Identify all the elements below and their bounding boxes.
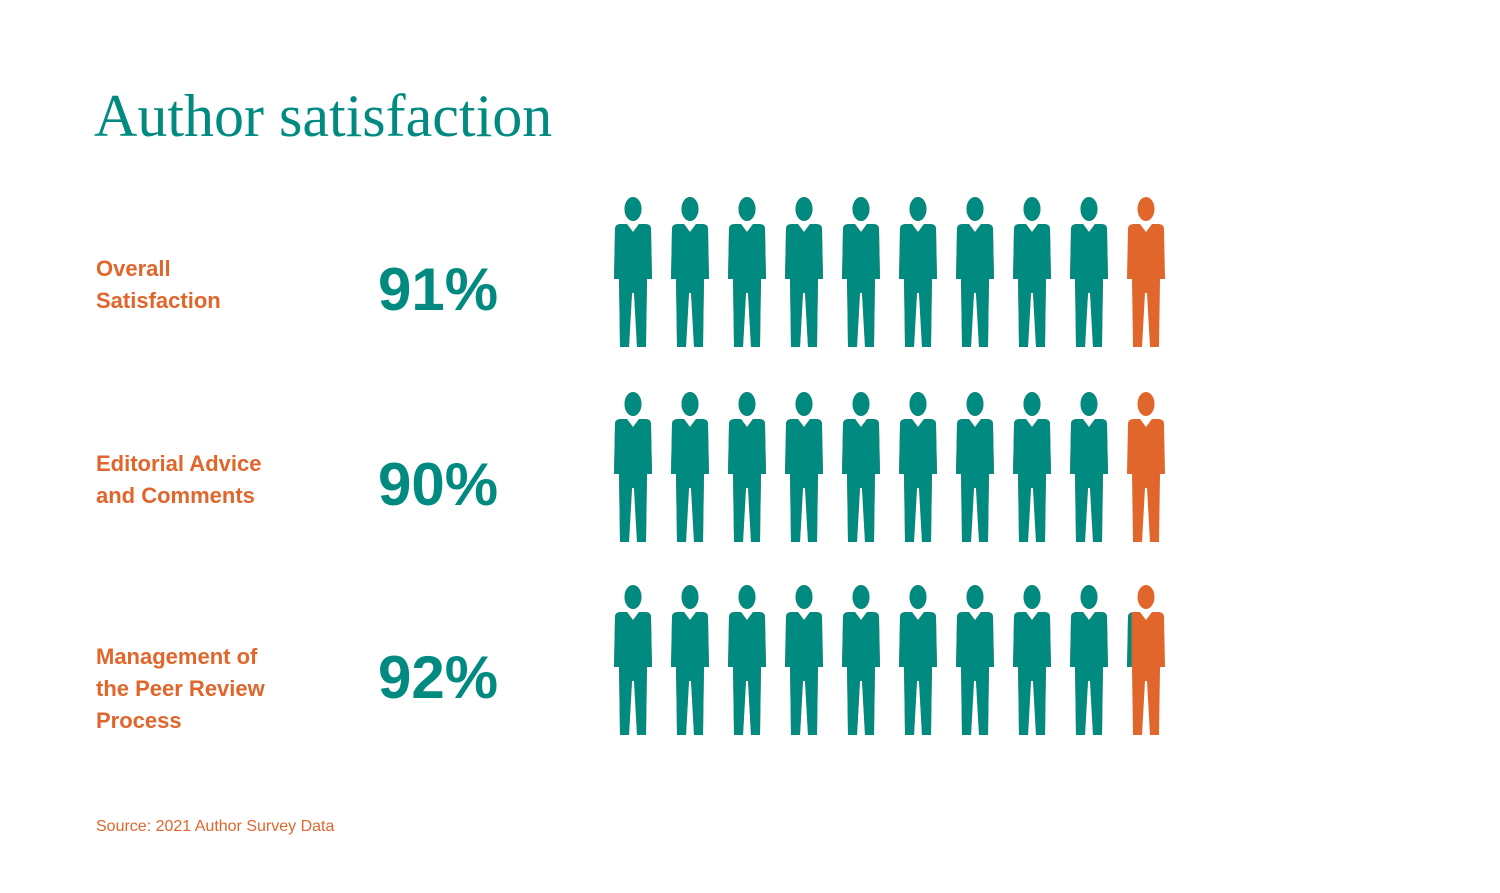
person-icon [899,392,937,542]
person-icon [956,197,994,347]
category-label: Editorial Advice and Comments [96,451,262,508]
person-icon [728,585,766,735]
value-label: 90% [378,451,498,518]
person-icon [899,197,937,347]
filled-icons [614,585,1132,735]
category-label: Management of the Peer Review Process [96,644,265,733]
source-note: Source: 2021 Author Survey Data [96,818,334,835]
person-icon [842,585,880,735]
person-icon [728,392,766,542]
person-icon [728,197,766,347]
value-label: 91% [378,256,498,323]
category-label: Overall Satisfaction [96,256,221,313]
person-icon [785,392,823,542]
person-icon [1070,585,1108,735]
filled-icons [614,392,1108,542]
person-icon [785,197,823,347]
person-icon [1127,392,1165,542]
person-icon [614,197,652,347]
person-icon [1127,197,1165,347]
person-icon [1013,197,1051,347]
person-icon [842,197,880,347]
person-icon [956,392,994,542]
person-icon [842,392,880,542]
filled-icons [614,197,1108,347]
person-icon [1127,585,1165,735]
person-icon [1013,392,1051,542]
person-icon [1070,392,1108,542]
person-icon [1013,585,1051,735]
person-icon [671,197,709,347]
value-label: 92% [378,644,498,711]
chart-title: Author satisfaction [94,83,552,149]
person-icon [671,392,709,542]
person-icon [956,585,994,735]
person-icon [614,392,652,542]
person-icon [671,585,709,735]
person-icon [1070,197,1108,347]
person-icon [785,585,823,735]
person-icon [899,585,937,735]
person-icon [614,585,652,735]
